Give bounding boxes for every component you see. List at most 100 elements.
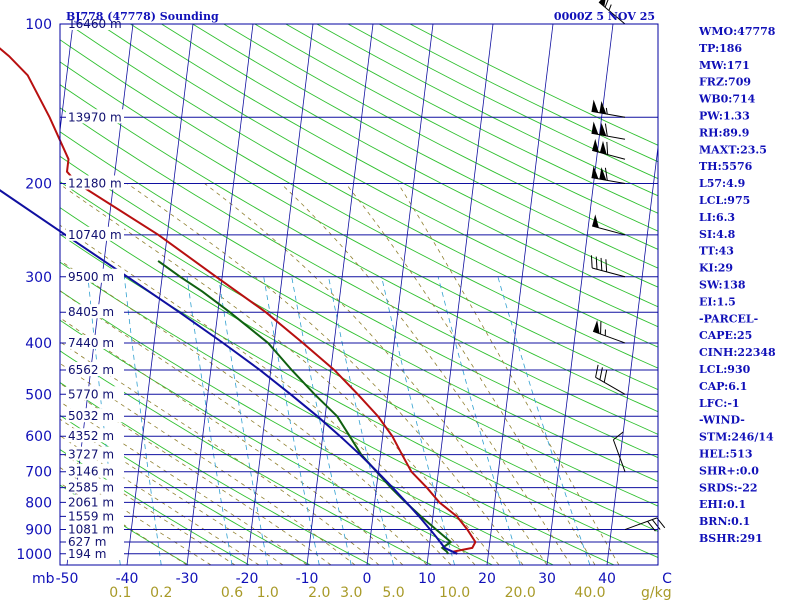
mixing-ratio-tick-label: 2.0 [308, 585, 330, 600]
mixing-ratio-line [328, 276, 394, 565]
pressure-tick-label: 200 [25, 176, 52, 192]
mixing-ratio-tick-label: 5.0 [382, 585, 404, 600]
moist-adiabat-line [60, 317, 404, 565]
mixing-ratio-lines [87, 276, 591, 565]
index-entry: SW:138 [699, 279, 746, 292]
dry-adiabat-line [60, 39, 658, 369]
wind-barb-half-feather [608, 4, 612, 11]
height-label-bg [66, 508, 124, 523]
height-label-bg [66, 446, 124, 461]
wind-barb [612, 431, 626, 472]
wind-barb [595, 364, 626, 395]
wind-barb-flag [599, 167, 607, 181]
wind-barb-staff [592, 267, 626, 278]
temperature-tick-label: -20 [236, 571, 259, 587]
dry-adiabat-line [99, 24, 658, 328]
moist-adiabat-line [60, 382, 332, 565]
height-label-bg [66, 545, 124, 560]
wind-barb-feather [647, 521, 656, 532]
wind-barb [591, 99, 626, 118]
height-label-bg [66, 521, 124, 536]
index-entry: CAP:6.1 [699, 380, 747, 393]
wind-barb [591, 165, 626, 184]
wind-barb-feather [600, 257, 603, 271]
mixing-ratio-line [437, 276, 521, 565]
temperature-tick-label: 0 [363, 571, 372, 587]
height-label-bg [66, 479, 124, 494]
temperature-tick-label: -50 [56, 571, 79, 587]
height-label-bg [66, 533, 124, 548]
moist-adiabat-line [60, 183, 500, 565]
isotherm-line [486, 24, 554, 565]
isotherms [0, 24, 658, 565]
isotherm-line [0, 24, 13, 565]
mixing-ratio-tick-label: 0.1 [109, 585, 131, 600]
dry-adiabat-line [60, 448, 250, 565]
index-entry: EHI:0.1 [699, 498, 746, 511]
wind-barb [592, 214, 626, 236]
pressure-tick-label: 1000 [16, 547, 52, 563]
index-entry: TP:186 [699, 42, 742, 55]
height-label-bg [66, 463, 124, 478]
moist-adiabat-line [60, 362, 356, 565]
wind-barb-feather [604, 123, 608, 137]
pressure-tick-label: 800 [25, 495, 52, 511]
mixing-ratio-line [186, 276, 233, 565]
index-entry: LFC:-1 [699, 397, 740, 410]
wind-barb-flag [591, 165, 599, 179]
height-label-bg [66, 494, 124, 509]
height-label-bg [66, 175, 124, 190]
moist-adiabat-line [397, 183, 620, 565]
temperature-tick-label: 20 [478, 571, 496, 587]
wind-barb-feather [604, 0, 609, 8]
height-label-bg [66, 408, 124, 423]
index-entry: WB0:714 [698, 93, 756, 106]
dry-adiabat-line [60, 131, 658, 459]
temperature-tick-label: -30 [176, 571, 199, 587]
dry-adiabat-line [192, 24, 658, 269]
wind-barb [592, 320, 626, 344]
mixing-ratio-tick-label: 0.6 [221, 585, 243, 600]
isotherm-line [306, 24, 374, 565]
mixing-ratio-tick-label: 3.0 [340, 585, 362, 600]
wind-barb [592, 138, 626, 160]
height-label: 3727 m [68, 448, 114, 462]
wind-barb-staff [592, 149, 626, 160]
moist-adiabat-line [60, 290, 428, 565]
pressure-tick-label: 100 [25, 17, 52, 33]
title-date: 0000Z 5 NOV 25 [554, 10, 655, 23]
sounding-profiles [0, 47, 477, 555]
index-entry: HEL:513 [699, 448, 753, 461]
pressure-tick-label: 900 [25, 523, 52, 539]
pressure-tick-label: 700 [25, 465, 52, 481]
wind-barb-flag [599, 100, 607, 114]
wind-barb-flag [591, 99, 599, 113]
wind-barb-feather [605, 259, 608, 272]
wind-barb [598, 0, 626, 25]
temperature-tick-label: 30 [538, 571, 556, 587]
wind-barb-half-feather [605, 107, 608, 115]
index-entry: STM:246/14 [699, 431, 774, 444]
dry-adiabat-line [223, 24, 658, 250]
title-station: BJ778 (47778) Sounding [66, 10, 219, 23]
pressure-tick-label: 400 [25, 336, 52, 352]
wind-barb-feather [613, 431, 624, 441]
index-entry: MAXT:23.5 [699, 143, 767, 156]
height-label-bg [66, 304, 124, 319]
wind-barb-staff [595, 376, 626, 395]
index-entry: WMO:47778 [698, 25, 776, 38]
height-label: 12180 m [68, 176, 122, 190]
isotherm-line [60, 24, 74, 134]
moist-adiabat-line [204, 183, 548, 565]
isotherm-line [186, 24, 254, 565]
pressure-unit-label: mb [32, 571, 55, 587]
index-entry: BSHR:291 [699, 532, 763, 545]
temperature-tick-label: C [662, 571, 672, 587]
dry-adiabat-line [161, 24, 658, 288]
height-label: 9500 m [68, 270, 114, 284]
index-entry: CINH:22348 [699, 346, 776, 359]
isotherm-line [246, 24, 314, 565]
dry-adiabat-line [60, 155, 658, 483]
height-label: 194 m [68, 547, 106, 561]
height-label-bg [66, 226, 124, 241]
